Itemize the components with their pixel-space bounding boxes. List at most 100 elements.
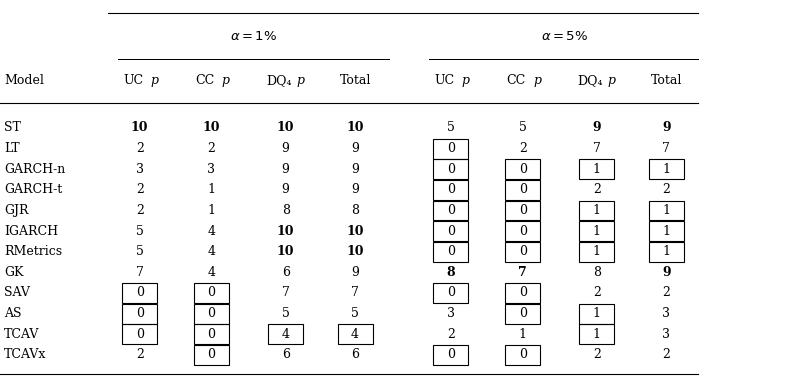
Text: 10: 10 bbox=[346, 245, 364, 258]
Text: RMetrics: RMetrics bbox=[4, 245, 62, 258]
Text: 9: 9 bbox=[282, 163, 290, 176]
Text: 8: 8 bbox=[593, 266, 601, 279]
Text: 0: 0 bbox=[519, 225, 527, 238]
Text: 6: 6 bbox=[282, 348, 290, 361]
Text: 0: 0 bbox=[519, 204, 527, 217]
Text: 7: 7 bbox=[519, 266, 527, 279]
Text: p: p bbox=[222, 74, 230, 87]
Text: 5: 5 bbox=[519, 121, 527, 134]
Text: 3: 3 bbox=[662, 307, 670, 320]
Text: $\alpha = 5\%$: $\alpha = 5\%$ bbox=[540, 30, 588, 43]
Text: 1: 1 bbox=[662, 245, 670, 258]
Text: 10: 10 bbox=[346, 121, 364, 134]
Text: 0: 0 bbox=[447, 142, 455, 155]
Text: 8: 8 bbox=[282, 204, 290, 217]
Text: p: p bbox=[296, 74, 304, 87]
Text: 1: 1 bbox=[207, 204, 215, 217]
Text: 2: 2 bbox=[593, 348, 601, 361]
Text: AS: AS bbox=[4, 307, 22, 320]
Text: ST: ST bbox=[4, 121, 21, 134]
Text: 8: 8 bbox=[351, 204, 359, 217]
Text: 0: 0 bbox=[447, 286, 455, 299]
Text: 6: 6 bbox=[351, 348, 359, 361]
Text: 1: 1 bbox=[593, 204, 601, 217]
Text: 1: 1 bbox=[593, 328, 601, 341]
Text: 2: 2 bbox=[593, 286, 601, 299]
Text: 2: 2 bbox=[662, 183, 670, 196]
Text: p: p bbox=[150, 74, 158, 87]
Text: GARCH-n: GARCH-n bbox=[4, 163, 65, 176]
Text: 9: 9 bbox=[662, 121, 670, 134]
Text: 6: 6 bbox=[282, 266, 290, 279]
Text: 0: 0 bbox=[519, 286, 527, 299]
Text: LT: LT bbox=[4, 142, 20, 155]
Text: CC: CC bbox=[196, 74, 215, 87]
Text: 3: 3 bbox=[136, 163, 144, 176]
Text: 0: 0 bbox=[447, 204, 455, 217]
Text: 2: 2 bbox=[519, 142, 527, 155]
Text: 0: 0 bbox=[447, 183, 455, 196]
Text: 2: 2 bbox=[662, 348, 670, 361]
Text: 10: 10 bbox=[277, 225, 294, 238]
Text: TCAVx: TCAVx bbox=[4, 348, 46, 361]
Text: 9: 9 bbox=[282, 142, 290, 155]
Text: 7: 7 bbox=[136, 266, 144, 279]
Text: 3: 3 bbox=[207, 163, 215, 176]
Text: DQ₄: DQ₄ bbox=[267, 74, 292, 87]
Text: 0: 0 bbox=[519, 348, 527, 361]
Text: 2: 2 bbox=[207, 142, 215, 155]
Text: 10: 10 bbox=[277, 245, 294, 258]
Text: 10: 10 bbox=[277, 121, 294, 134]
Text: 5: 5 bbox=[447, 121, 455, 134]
Text: 0: 0 bbox=[447, 163, 455, 176]
Text: 5: 5 bbox=[136, 245, 144, 258]
Text: 2: 2 bbox=[593, 183, 601, 196]
Text: 0: 0 bbox=[207, 286, 215, 299]
Text: TCAV: TCAV bbox=[4, 328, 39, 341]
Text: 4: 4 bbox=[207, 225, 215, 238]
Text: 8: 8 bbox=[447, 266, 455, 279]
Text: 1: 1 bbox=[593, 225, 601, 238]
Text: $\alpha = 1\%$: $\alpha = 1\%$ bbox=[230, 30, 278, 43]
Text: 9: 9 bbox=[662, 266, 670, 279]
Text: Total: Total bbox=[650, 74, 682, 87]
Text: 3: 3 bbox=[662, 328, 670, 341]
Text: 0: 0 bbox=[519, 245, 527, 258]
Text: IGARCH: IGARCH bbox=[4, 225, 58, 238]
Text: GARCH-t: GARCH-t bbox=[4, 183, 62, 196]
Text: 2: 2 bbox=[136, 142, 144, 155]
Text: 9: 9 bbox=[351, 142, 359, 155]
Text: 1: 1 bbox=[207, 183, 215, 196]
Text: 7: 7 bbox=[282, 286, 290, 299]
Text: 5: 5 bbox=[136, 225, 144, 238]
Text: 1: 1 bbox=[593, 307, 601, 320]
Text: 9: 9 bbox=[593, 121, 601, 134]
Text: 4: 4 bbox=[207, 266, 215, 279]
Text: 0: 0 bbox=[136, 286, 144, 299]
Text: 1: 1 bbox=[662, 225, 670, 238]
Text: 7: 7 bbox=[351, 286, 359, 299]
Text: 1: 1 bbox=[662, 204, 670, 217]
Text: 9: 9 bbox=[282, 183, 290, 196]
Text: 3: 3 bbox=[447, 307, 455, 320]
Text: 2: 2 bbox=[662, 286, 670, 299]
Text: 0: 0 bbox=[447, 245, 455, 258]
Text: 10: 10 bbox=[346, 225, 364, 238]
Text: 0: 0 bbox=[447, 348, 455, 361]
Text: 4: 4 bbox=[351, 328, 359, 341]
Text: 0: 0 bbox=[519, 163, 527, 176]
Text: 4: 4 bbox=[207, 245, 215, 258]
Text: 1: 1 bbox=[519, 328, 527, 341]
Text: 7: 7 bbox=[662, 142, 670, 155]
Text: 2: 2 bbox=[136, 183, 144, 196]
Text: 10: 10 bbox=[203, 121, 220, 134]
Text: 7: 7 bbox=[593, 142, 601, 155]
Text: Total: Total bbox=[339, 74, 371, 87]
Text: GJR: GJR bbox=[4, 204, 29, 217]
Text: p: p bbox=[461, 74, 469, 87]
Text: 0: 0 bbox=[207, 348, 215, 361]
Text: GK: GK bbox=[4, 266, 23, 279]
Text: UC: UC bbox=[434, 74, 455, 87]
Text: 10: 10 bbox=[131, 121, 148, 134]
Text: 0: 0 bbox=[136, 307, 144, 320]
